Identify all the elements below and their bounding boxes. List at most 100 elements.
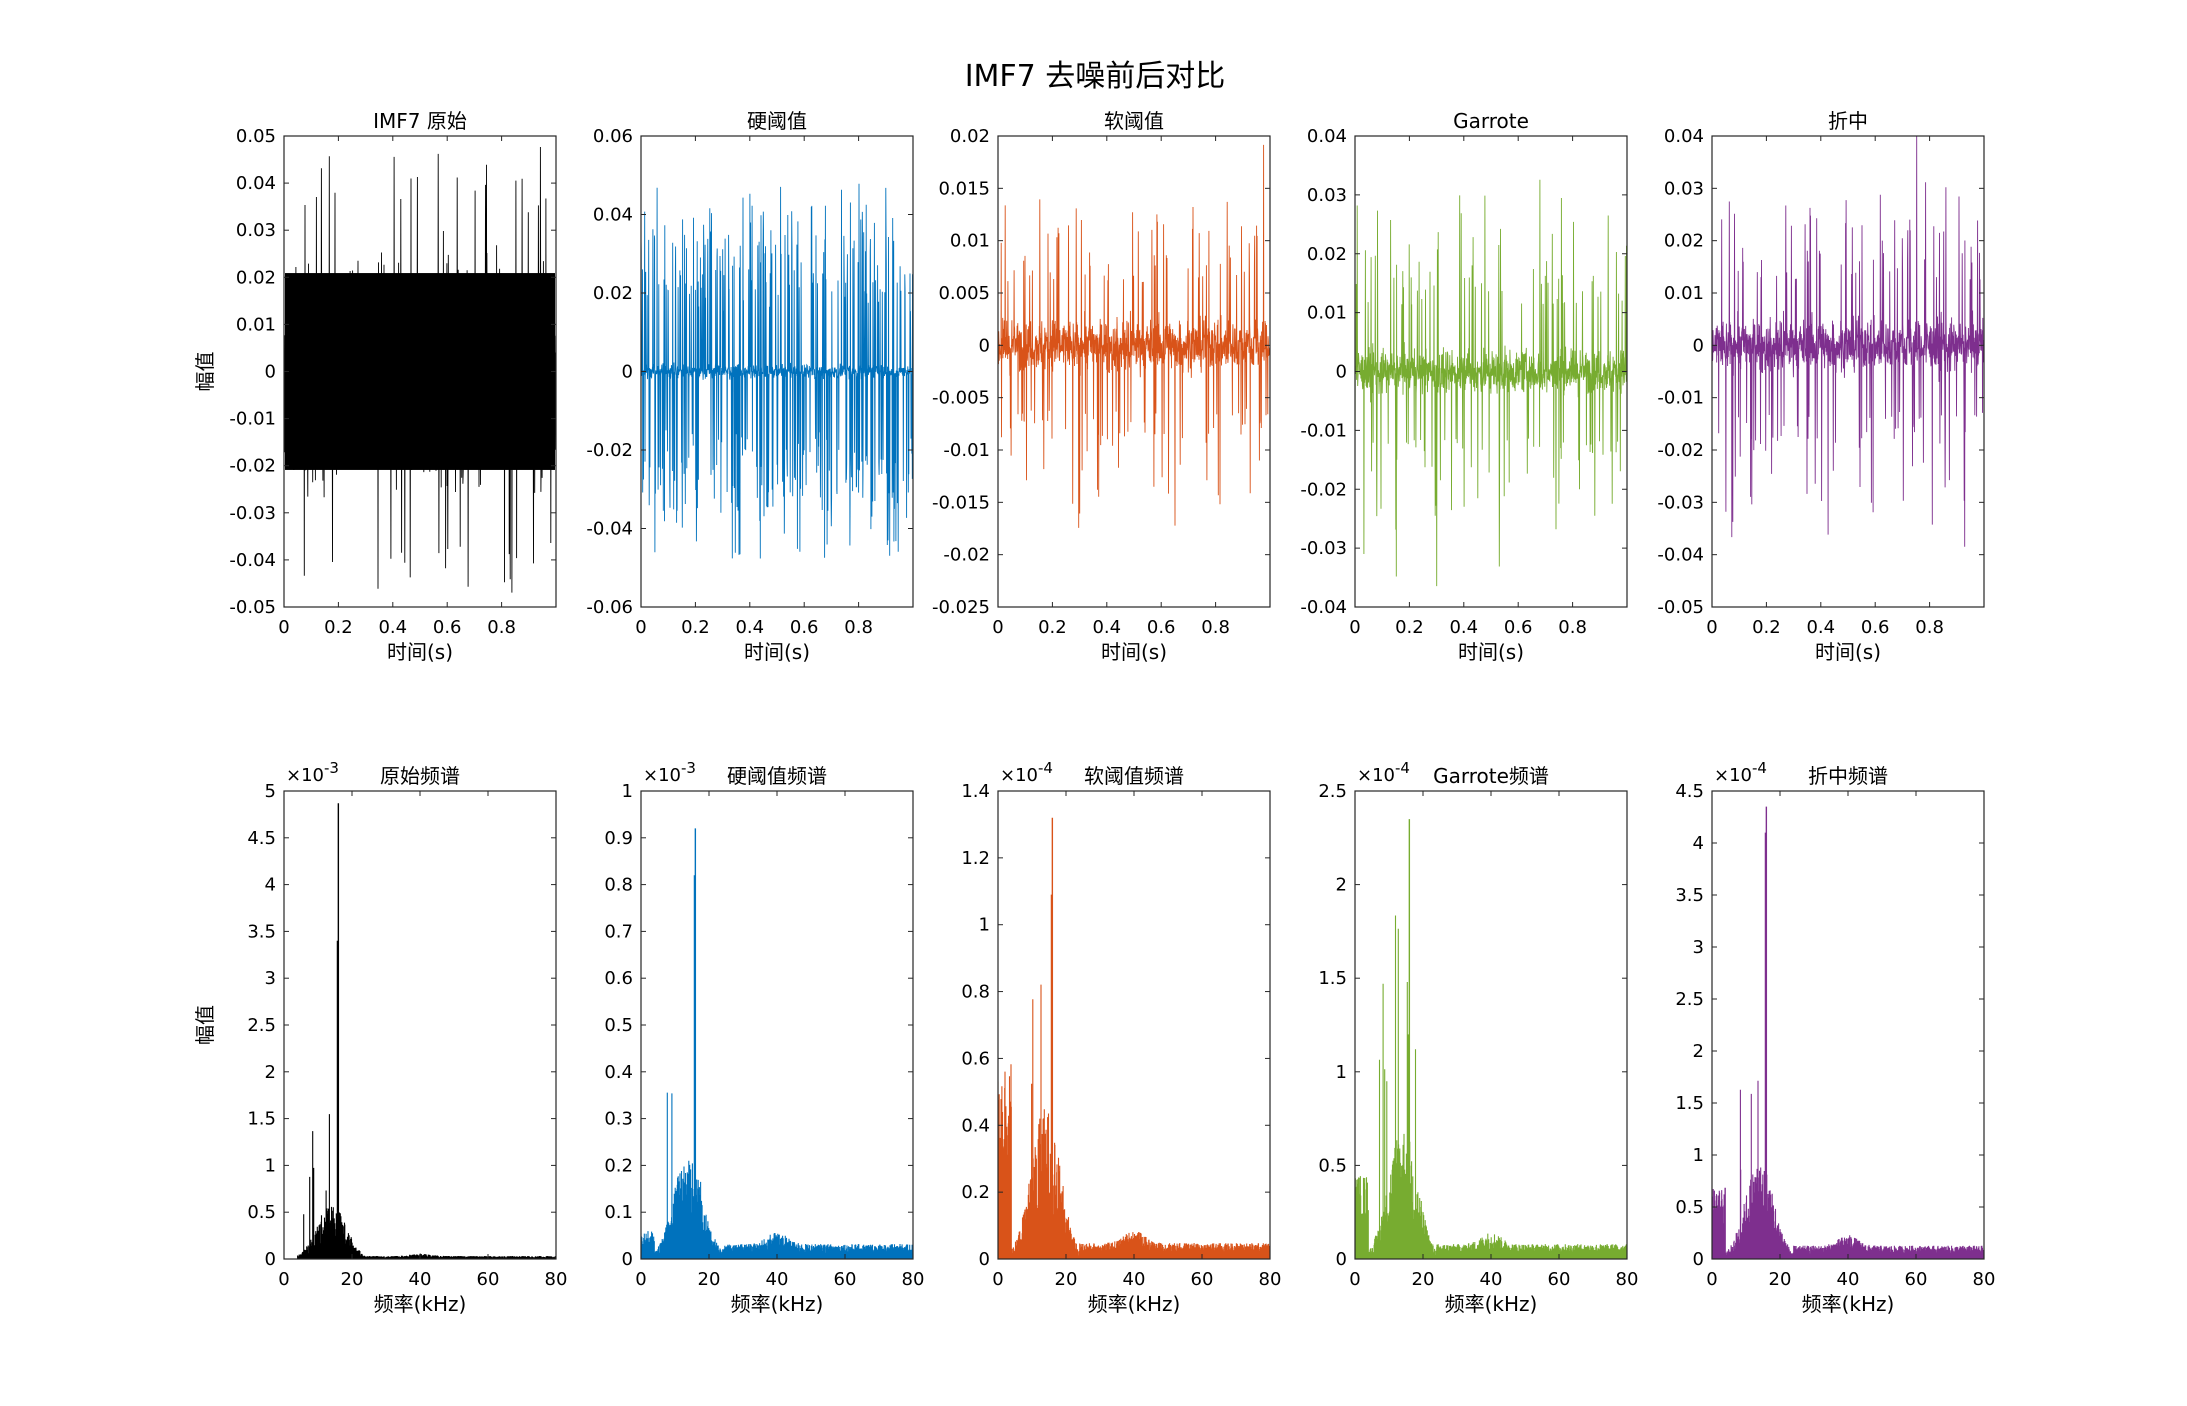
series-line-time-3	[998, 144, 1270, 528]
y-tick-label: -0.05	[229, 597, 276, 618]
y-tick-label: 0.03	[1307, 185, 1347, 206]
y-tick-label: 2.5	[1675, 989, 1704, 1010]
x-tick-label: 0.2	[1395, 617, 1424, 638]
x-axis-label-time-3: 时间(s)	[1101, 640, 1167, 664]
x-tick-label: 0.2	[324, 617, 353, 638]
y-exponent-label-spectrum-4: ×10-4	[1357, 759, 1410, 786]
y-tick-label: -0.04	[1300, 597, 1347, 618]
subplot-title-spectrum-4: Garrote频谱	[1433, 764, 1549, 788]
y-tick-label: 2	[1336, 875, 1347, 896]
x-tick-label: 0	[992, 1269, 1003, 1290]
y-tick-label: 0.005	[938, 283, 990, 304]
y-tick-label: -0.02	[586, 440, 633, 461]
y-tick-label: 0	[1693, 1249, 1704, 1270]
x-axis-label-time-5: 时间(s)	[1815, 640, 1881, 664]
x-tick-label: 0.4	[1092, 617, 1121, 638]
y-tick-label: 0.02	[1307, 244, 1347, 265]
x-tick-label: 60	[1548, 1269, 1571, 1290]
y-tick-label: 3.5	[247, 921, 276, 942]
x-tick-label: 20	[1055, 1269, 1078, 1290]
axes-frame-spectrum-1	[283, 790, 557, 1260]
y-tick-label: 0	[1693, 335, 1704, 356]
subplot-title-spectrum-2: 硬阈值频谱	[727, 764, 827, 788]
x-tick-label: 0.6	[1147, 617, 1176, 638]
x-tick-label: 20	[1412, 1269, 1435, 1290]
y-tick-label: 3.5	[1675, 885, 1704, 906]
y-tick-label: 0.4	[604, 1062, 633, 1083]
y-tick-label: 0.01	[1307, 303, 1347, 324]
y-tick-label: 0	[979, 335, 990, 356]
y-axis-label-spectrum-1: 幅值	[193, 1005, 217, 1045]
y-tick-label: 0.5	[247, 1202, 276, 1223]
y-tick-label: 0.8	[604, 875, 633, 896]
y-tick-label: -0.01	[943, 440, 990, 461]
x-tick-label: 80	[545, 1269, 568, 1290]
y-tick-label: 0.04	[1664, 126, 1704, 147]
subplot-spectrum-5: 0 20 40 60 80 0 0.5 1 1.5 2 2.5 3 3.5 4 4.5 折中频谱频率(kHz)…	[1675, 759, 1995, 1316]
x-tick-label: 0.2	[681, 617, 710, 638]
y-tick-label: -0.04	[1657, 545, 1704, 566]
x-axis-label-spectrum-4: 频率(kHz)	[1445, 1292, 1538, 1316]
y-tick-label: 0.5	[604, 1015, 633, 1036]
x-tick-label: 0.4	[1806, 617, 1835, 638]
y-tick-label: 3	[265, 968, 276, 989]
y-tick-label: 1.2	[961, 848, 990, 869]
subplot-spectrum-2: 0 20 40 60 80 0 0.1 0.2 0.3 0.4 0.5 0.6 0.7 0.8 0.9 1 硬阈…	[604, 759, 924, 1316]
y-tick-label: 0.06	[593, 126, 633, 147]
subplot-spectrum-3: 0 20 40 60 80 0 0.2 0.4 0.6 0.8 1 1.2 1.4 软阈值频谱频率(kHz…	[961, 759, 1281, 1316]
y-tick-label: -0.02	[1300, 479, 1347, 500]
subplot-time-1: 0 0.2 0.4 0.6 0.8 -0.05 -0.04 -0.03 -0.02 -0.01 0 0…	[193, 109, 557, 664]
y-tick-label: 0.02	[236, 267, 276, 288]
y-tick-label: 4	[1693, 833, 1704, 854]
y-tick-label: 2.5	[1318, 781, 1347, 802]
y-tick-label: -0.02	[1657, 440, 1704, 461]
y-tick-label: 0	[622, 362, 633, 383]
x-tick-label: 0.8	[844, 617, 873, 638]
y-tick-label: 0.1	[604, 1202, 633, 1223]
series-line-spectrum-2	[641, 828, 913, 1259]
y-tick-label: 1.4	[961, 781, 990, 802]
y-tick-label: 0.02	[1664, 231, 1704, 252]
y-tick-label: 1.5	[1675, 1093, 1704, 1114]
y-exponent-label-spectrum-1: ×10-3	[286, 759, 339, 786]
x-axis-label-time-4: 时间(s)	[1458, 640, 1524, 664]
y-tick-label: 4.5	[247, 828, 276, 849]
x-tick-label: 0.6	[1861, 617, 1890, 638]
series-line-time-2	[641, 183, 913, 559]
x-tick-label: 40	[1123, 1269, 1146, 1290]
subplot-title-time-1: IMF7 原始	[373, 109, 467, 133]
x-tick-label: 0	[635, 617, 646, 638]
y-tick-label: 0	[979, 1249, 990, 1270]
subplot-time-3: 0 0.2 0.4 0.6 0.8 -0.025 -0.02 -0.015 -0.01 -0.00…	[932, 109, 1271, 664]
x-tick-label: 0	[992, 617, 1003, 638]
x-tick-label: 0.8	[1558, 617, 1587, 638]
axes-frame-time-5	[1711, 135, 1985, 608]
y-tick-label: 1	[265, 1155, 276, 1176]
subplot-grid: 0 0.2 0.4 0.6 0.8-0.05-0.04-0.03-0.02-0.0100…	[193, 109, 1995, 1316]
y-tick-label: 5	[265, 781, 276, 802]
y-tick-label: 0.01	[236, 314, 276, 335]
x-tick-label: 0.8	[487, 617, 516, 638]
y-tick-label: -0.06	[586, 597, 633, 618]
figure-title: IMF7 去噪前后对比	[965, 59, 1226, 94]
y-tick-label: 0.01	[1664, 283, 1704, 304]
x-tick-label: 0	[1349, 1269, 1360, 1290]
y-exponent-label-spectrum-2: ×10-3	[643, 759, 696, 786]
y-tick-label: 0.03	[1664, 178, 1704, 199]
series-line-spectrum-5	[1712, 806, 1984, 1259]
y-tick-label: -0.03	[1657, 492, 1704, 513]
y-tick-label: 0.5	[1675, 1197, 1704, 1218]
x-tick-label: 0.2	[1752, 617, 1781, 638]
x-tick-label: 0	[278, 1269, 289, 1290]
subplot-title-time-2: 硬阈值	[747, 109, 807, 133]
x-tick-label: 0	[1706, 617, 1717, 638]
y-tick-label: 0.7	[604, 921, 633, 942]
y-tick-label: 2	[265, 1062, 276, 1083]
x-tick-label: 0.6	[433, 617, 462, 638]
series-line-spectrum-4	[1355, 819, 1627, 1259]
y-tick-label: 1	[979, 915, 990, 936]
y-tick-label: 0.9	[604, 828, 633, 849]
y-tick-label: -0.015	[932, 492, 990, 513]
y-tick-label: 0.02	[593, 283, 633, 304]
